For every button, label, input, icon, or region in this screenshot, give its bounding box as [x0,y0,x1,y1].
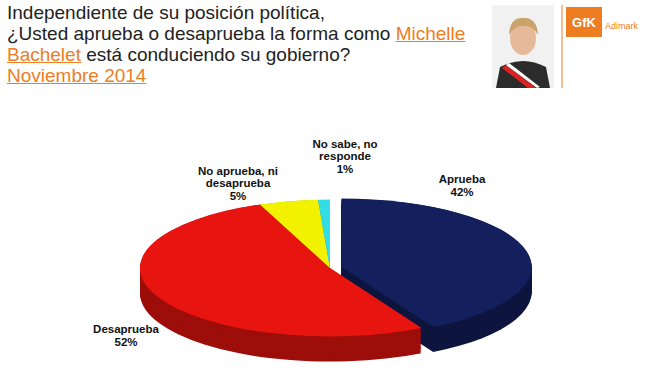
logo-text: GfK [572,15,596,30]
value-label: 5% [230,190,247,202]
photo-bg [492,5,554,88]
slice [318,200,330,268]
photo [492,5,554,88]
slice-label: No sabe, noresponde [312,138,377,163]
photo-sash [506,63,540,88]
title-block: Independiente de su posición política,¿U… [7,2,485,86]
logo-text: Adimark [605,21,639,31]
title-part: ¿Usted aprueba o desaprueba la forma com… [7,23,396,44]
value-label: 1% [337,163,354,175]
photo-sash [502,65,536,88]
slice [260,200,330,268]
logo-box [566,7,602,37]
slice-label: No aprueba, nidesaprueba [198,165,278,190]
chart-area: GfK Adimark Aprueba42% Desaprueba52% No apru… [0,0,649,383]
photo-hair [509,18,538,35]
title-part: está conduciendo su gobierno? [81,44,350,65]
logo: GfK Adimark [566,7,639,37]
photo-body [496,61,550,88]
pie [140,199,532,362]
slice-label: Desaprueba [93,323,159,335]
title-part: Independiente de su posición política, [7,2,325,23]
logo-divider [562,5,563,88]
slice-label: Aprueba [439,173,486,185]
data-labels: Aprueba42% Desaprueba52% No aprueba, nides… [93,138,486,348]
value-label: 42% [450,186,473,198]
subtitle: Noviembre 2014 [7,65,146,86]
slice [140,204,422,336]
value-label: 52% [114,336,137,348]
chart-svg: GfK Adimark Aprueba42% Desaprueba52% No apru… [0,0,649,383]
